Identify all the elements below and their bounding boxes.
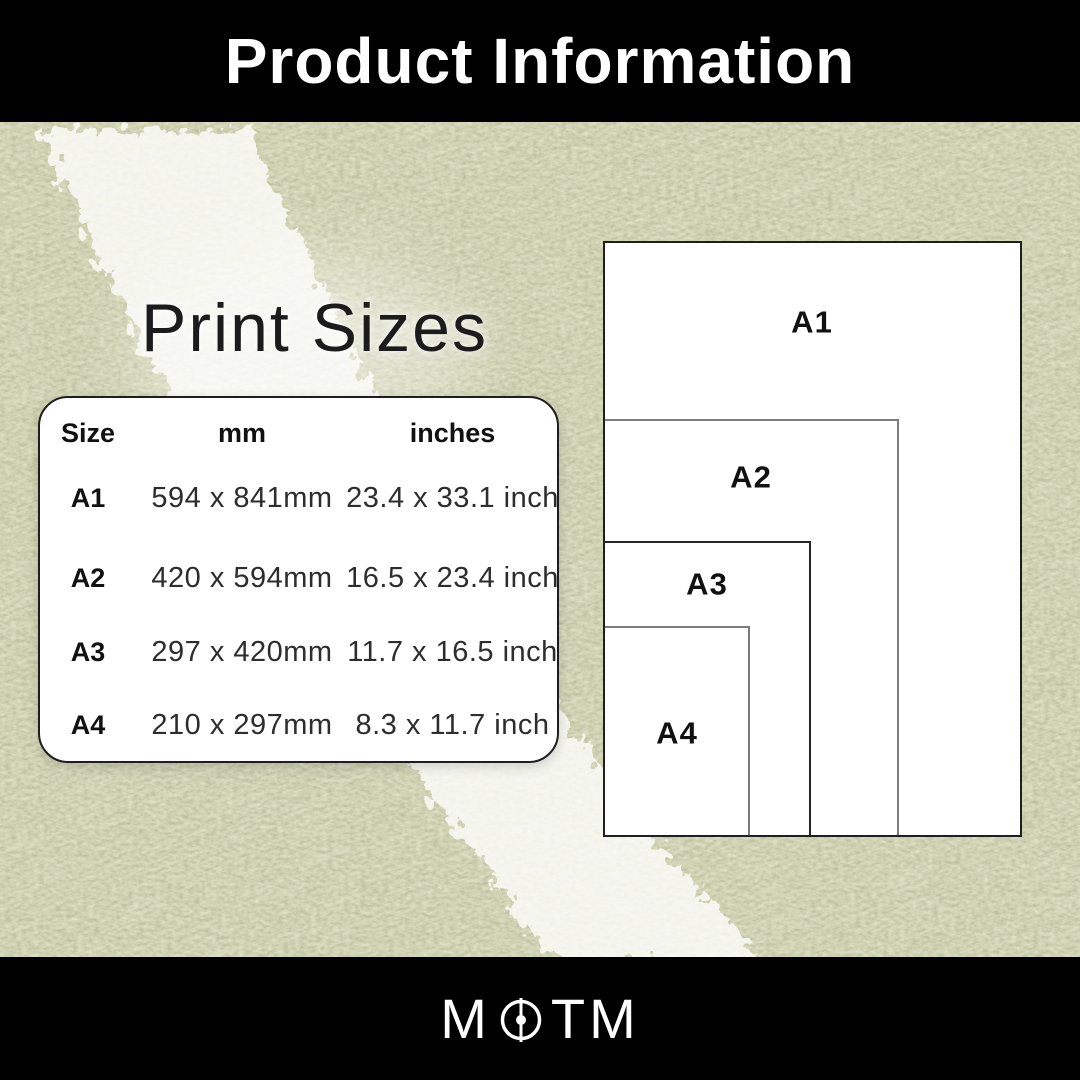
table-row-a4-size: A4 <box>70 709 106 740</box>
table-row-a4-inches: 8.3 x 11.7 inch <box>355 708 550 741</box>
section-title: Print Sizes <box>141 290 488 366</box>
brand-letters-tm: TM <box>550 986 640 1050</box>
table-row-a1-size: A1 <box>70 482 106 513</box>
footer-bar: M TM <box>0 957 1080 1080</box>
paper-label-a1: A1 <box>791 304 833 340</box>
paper-label-a2: A2 <box>730 459 772 495</box>
table-row-a2-mm: 420 x 594mm <box>151 561 333 594</box>
column-header-size: Size <box>60 417 116 448</box>
paper-label-a4: A4 <box>656 715 698 751</box>
table-row-a1-inches: 23.4 x 33.1 inch <box>346 481 559 514</box>
table-row-a4-mm: 210 x 297mm <box>151 708 333 741</box>
center-spot-icon <box>500 997 542 1042</box>
column-header-inches: inches <box>409 417 496 448</box>
print-sizes-table: Size mm inches A1 594 x 841mm 23.4 x 33.… <box>38 396 559 763</box>
table-row-a3-inches: 11.7 x 16.5 inch <box>347 635 558 668</box>
page-title: Product Information <box>224 25 856 97</box>
table-row-a1-mm: 594 x 841mm <box>151 481 333 514</box>
table-row-a2-size: A2 <box>70 562 106 593</box>
header-bar: Product Information <box>0 0 1080 122</box>
table-row-a3-mm: 297 x 420mm <box>151 635 333 668</box>
paper-rect-a4 <box>605 626 750 835</box>
column-header-mm: mm <box>217 417 266 448</box>
table-row-a3-size: A3 <box>70 636 106 667</box>
table-row-a2-inches: 16.5 x 23.4 inch <box>346 561 559 594</box>
brand-letter-m: M <box>440 986 491 1050</box>
brand-logo: M TM <box>440 989 640 1049</box>
paper-label-a3: A3 <box>686 566 728 602</box>
